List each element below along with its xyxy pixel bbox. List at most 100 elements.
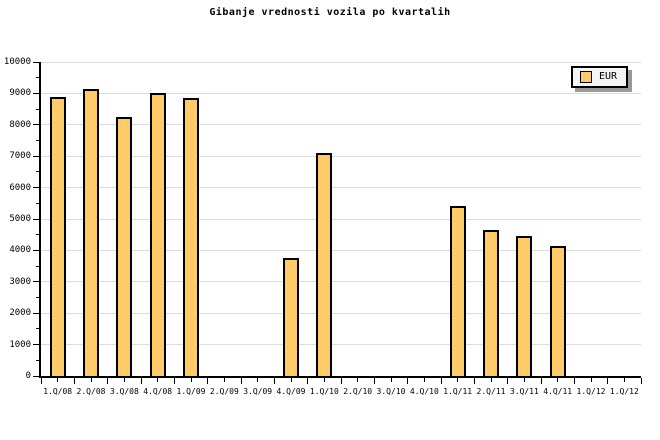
bar (516, 236, 533, 376)
y-tick-minor (36, 202, 39, 204)
bar (483, 230, 499, 376)
x-tick-major (573, 378, 575, 384)
x-axis-label: 1.Q/10 (309, 387, 339, 396)
y-tick-major (33, 187, 39, 189)
x-tick-minor (423, 378, 425, 382)
y-tick-minor (36, 234, 39, 236)
x-tick-major (240, 378, 242, 384)
y-tick-major (33, 155, 39, 157)
x-axis-label: 1.Q/08 (43, 387, 73, 396)
x-axis-label: 4.Q/11 (543, 387, 573, 396)
x-tick-minor (390, 378, 392, 382)
x-tick-minor (357, 378, 359, 382)
bar (149, 93, 166, 376)
y-tick-minor (36, 140, 39, 141)
x-tick-major (640, 378, 642, 384)
y-tick-major (33, 281, 39, 283)
gridline (41, 281, 641, 283)
y-tick-major (33, 312, 39, 314)
x-tick-major (307, 378, 309, 384)
x-tick-minor (457, 378, 459, 382)
gridline (41, 155, 641, 157)
y-axis-label: 0 (25, 371, 31, 381)
x-tick-minor (257, 378, 259, 382)
legend-label: EUR (599, 71, 618, 82)
gridline (41, 312, 641, 314)
y-axis-label: 5000 (9, 214, 31, 224)
x-axis-label: 1.Q/11 (443, 387, 473, 396)
x-tick-major (607, 378, 609, 384)
gridline (41, 187, 641, 189)
y-axis-label: 1000 (9, 339, 31, 350)
bar (449, 206, 466, 376)
x-tick-minor (590, 378, 592, 382)
x-axis-label: 2.Q/10 (343, 387, 373, 396)
y-axis-label: 8000 (9, 119, 31, 130)
gridline (41, 61, 641, 63)
x-tick-minor (190, 378, 192, 382)
y-tick-minor (36, 265, 39, 267)
bar (83, 88, 99, 376)
gridline (41, 218, 641, 220)
gridline (41, 92, 641, 94)
x-axis-label: 1.Q/12 (609, 387, 639, 396)
y-tick-minor (36, 171, 39, 173)
y-axis-label: 6000 (9, 182, 31, 193)
y-axis-label: 3000 (9, 276, 31, 287)
y-tick-major (33, 375, 39, 377)
gridlines-layer (41, 61, 641, 376)
x-tick-minor (223, 378, 225, 382)
plot-area (39, 61, 641, 378)
x-tick-major (207, 378, 209, 384)
x-tick-minor (557, 378, 559, 382)
y-tick-major (33, 249, 39, 251)
x-tick-major (473, 378, 475, 384)
bar (116, 116, 133, 376)
x-tick-minor (323, 378, 325, 382)
x-axis-label: 3.Q/09 (243, 387, 273, 396)
x-tick-minor (290, 378, 292, 382)
x-tick-major (373, 378, 375, 384)
bars-layer (41, 62, 641, 376)
x-axis-label: 2.Q/11 (476, 387, 506, 396)
x-tick-major (340, 378, 342, 384)
bar (549, 245, 566, 376)
x-tick-minor (523, 378, 525, 382)
y-tick-minor (36, 328, 39, 330)
x-tick-minor (623, 378, 625, 382)
y-tick-minor (36, 77, 39, 79)
y-axis-label: 9000 (9, 88, 31, 99)
x-axis-label: 3.Q/11 (509, 387, 539, 396)
y-axis-label: 4000 (9, 245, 31, 256)
y-axis-label: 2000 (9, 308, 31, 319)
x-axis-label: 4.Q/08 (143, 387, 173, 396)
x-axis-label: 3.Q/08 (109, 387, 139, 396)
x-tick-minor (490, 378, 492, 382)
x-tick-major (507, 378, 509, 384)
y-tick-minor (36, 108, 39, 110)
legend: EUR (571, 66, 628, 88)
y-tick-major (33, 124, 39, 126)
bar (316, 153, 333, 376)
x-axis-label: 2.Q/08 (76, 387, 106, 396)
gridline (41, 124, 641, 126)
x-tick-major (140, 378, 142, 384)
x-tick-minor (90, 378, 92, 382)
x-tick-minor (157, 378, 159, 382)
x-axis-label: 4.Q/10 (409, 387, 439, 396)
chart-title: Gibanje vrednosti vozila po kvartalih (209, 7, 451, 18)
y-tick-major (33, 61, 39, 63)
x-axis-label: 3.Q/10 (376, 387, 406, 396)
x-tick-minor (123, 378, 125, 382)
x-tick-major (107, 378, 109, 384)
x-axis-label: 1.Q/09 (176, 387, 206, 396)
x-tick-major (173, 378, 175, 384)
y-tick-major (33, 92, 39, 94)
x-axis-label: 1.Q/12 (576, 387, 606, 396)
x-tick-major (40, 378, 42, 384)
x-tick-major (407, 378, 409, 384)
y-tick-minor (36, 359, 39, 361)
x-axis-label: 4.Q/09 (276, 387, 306, 396)
x-tick-major (440, 378, 442, 384)
